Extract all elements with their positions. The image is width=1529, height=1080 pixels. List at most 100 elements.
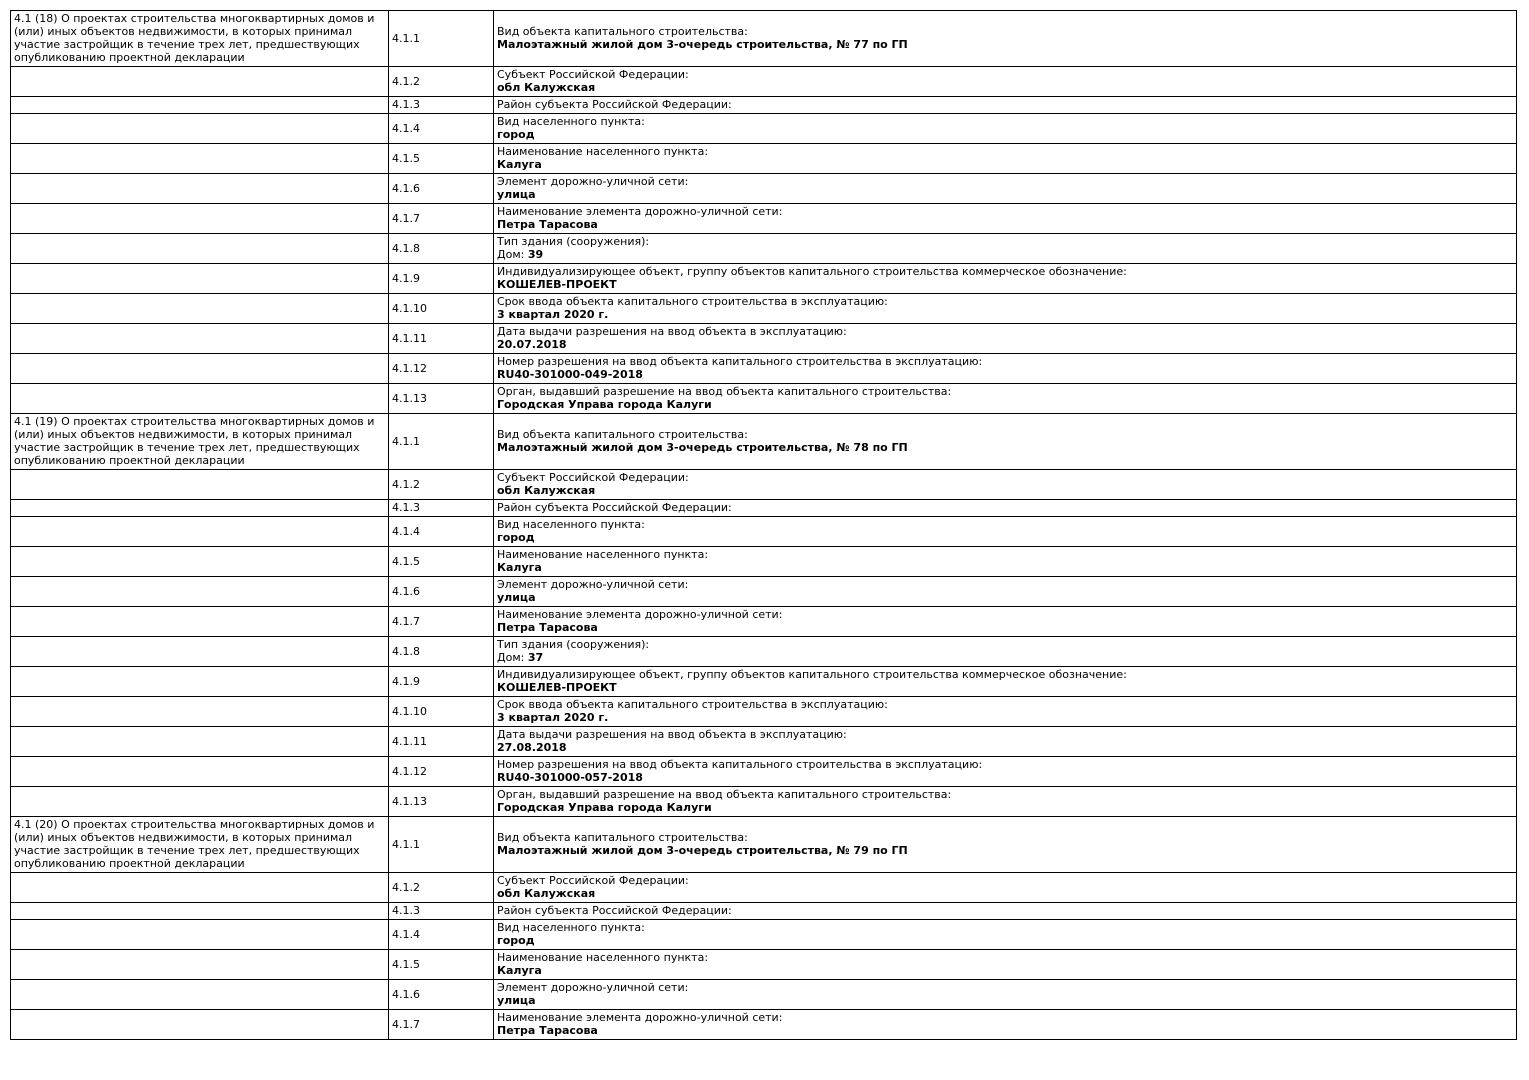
field-value-line: КОШЕЛЕВ-ПРОЕКТ — [497, 278, 1513, 291]
field-cell: Элемент дорожно-уличной сети: улица — [493, 173, 1517, 204]
field-value: улица — [497, 188, 536, 201]
empty-description-cell — [10, 919, 389, 950]
row-number: 4.1.11 — [388, 726, 494, 757]
table-row: 4.1.5 Наименование населенного пункта: Кал… — [10, 546, 1517, 577]
section-description: 4.1 (18) О проектах строительства многок… — [10, 10, 389, 67]
table-row: 4.1.6 Элемент дорожно-уличной сети: улица — [10, 173, 1517, 204]
row-number: 4.1.9 — [388, 666, 494, 697]
row-number: 4.1.5 — [388, 949, 494, 980]
table-row: 4.1.13 Орган, выдавший разрешение на ввод… — [10, 383, 1517, 414]
row-number: 4.1.12 — [388, 353, 494, 384]
table-row: 4.1.3 Район субъекта Российской Федерации… — [10, 499, 1517, 517]
table-row: 4.1.10 Срок ввода объекта капитального ст… — [10, 696, 1517, 727]
field-label: Субъект Российской Федерации: — [497, 874, 689, 887]
field-value: 3 квартал 2020 г. — [497, 711, 609, 724]
field-value: Малоэтажный жилой дом 3-очередь строител… — [497, 441, 908, 454]
empty-description-cell — [10, 516, 389, 547]
field-label: Орган, выдавший разрешение на ввод объек… — [497, 385, 952, 398]
table-row: 4.1.4 Вид населенного пункта: город — [10, 516, 1517, 547]
field-cell: Вид населенного пункта: город — [493, 516, 1517, 547]
field-value-prefix: Дом: — [497, 651, 528, 664]
empty-description-cell — [10, 383, 389, 414]
empty-description-cell — [10, 546, 389, 577]
field-label: Район субъекта Российской Федерации: — [497, 501, 732, 514]
field-value: 39 — [527, 248, 544, 261]
empty-description-cell — [10, 979, 389, 1010]
table-row: 4.1.9 Индивидуализирующее объект, группу … — [10, 263, 1517, 294]
field-value-line: Дом: 37 — [497, 651, 1513, 664]
table-row: 4.1 (18) О проектах строительства многок… — [10, 10, 1517, 67]
empty-description-cell — [10, 263, 389, 294]
field-value-line: Калуга — [497, 561, 1513, 574]
field-value: город — [497, 128, 535, 141]
field-value: 37 — [527, 651, 544, 664]
field-cell: Наименование элемента дорожно-уличной се… — [493, 203, 1517, 234]
field-label: Наименование элемента дорожно-уличной се… — [497, 608, 783, 621]
table-row: 4.1 (20) О проектах строительства многок… — [10, 816, 1517, 873]
empty-description-cell — [10, 233, 389, 264]
field-cell: Вид объекта капитального строительства: М… — [493, 816, 1517, 873]
field-cell: Индивидуализирующее объект, группу объек… — [493, 263, 1517, 294]
row-number: 4.1.12 — [388, 756, 494, 787]
row-number: 4.1.7 — [388, 1009, 494, 1040]
field-value-line: Петра Тарасова — [497, 1024, 1513, 1037]
field-value-line: Петра Тарасова — [497, 621, 1513, 634]
empty-description-cell — [10, 576, 389, 607]
field-cell: Наименование населенного пункта: Калуга — [493, 949, 1517, 980]
table-row: 4.1.6 Элемент дорожно-уличной сети: улица — [10, 979, 1517, 1010]
table-row: 4.1.8 Тип здания (сооружения): Дом: 39 — [10, 233, 1517, 264]
table-row: 4.1.7 Наименование элемента дорожно-уличн… — [10, 606, 1517, 637]
table-row: 4.1.12 Номер разрешения на ввод объекта к… — [10, 353, 1517, 384]
empty-description-cell — [10, 203, 389, 234]
field-value: 20.07.2018 — [497, 338, 567, 351]
field-value-line: Городская Управа города Калуги — [497, 801, 1513, 814]
field-value: обл Калужская — [497, 81, 596, 94]
table-body: 4.1 (18) О проектах строительства многок… — [10, 10, 1517, 1040]
empty-description-cell — [10, 469, 389, 500]
table-row: 4.1.12 Номер разрешения на ввод объекта к… — [10, 756, 1517, 787]
field-value: 27.08.2018 — [497, 741, 567, 754]
field-value: Калуга — [497, 964, 542, 977]
field-value-line: 27.08.2018 — [497, 741, 1513, 754]
field-label: Наименование населенного пункта: — [497, 548, 709, 561]
row-number: 4.1.1 — [388, 413, 494, 470]
row-number: 4.1.7 — [388, 203, 494, 234]
table-row: 4.1.7 Наименование элемента дорожно-уличн… — [10, 203, 1517, 234]
field-value: Малоэтажный жилой дом 3-очередь строител… — [497, 844, 908, 857]
row-number: 4.1.8 — [388, 233, 494, 264]
row-number: 4.1.1 — [388, 816, 494, 873]
field-cell: Наименование населенного пункта: Калуга — [493, 546, 1517, 577]
field-value: Петра Тарасова — [497, 621, 598, 634]
row-number: 4.1.4 — [388, 113, 494, 144]
row-number: 4.1.6 — [388, 979, 494, 1010]
row-number: 4.1.10 — [388, 293, 494, 324]
field-cell: Вид объекта капитального строительства: М… — [493, 413, 1517, 470]
field-value-line: обл Калужская — [497, 887, 1513, 900]
field-value: КОШЕЛЕВ-ПРОЕКТ — [497, 278, 617, 291]
row-number: 4.1.5 — [388, 546, 494, 577]
row-number: 4.1.4 — [388, 516, 494, 547]
table-row: 4.1.6 Элемент дорожно-уличной сети: улица — [10, 576, 1517, 607]
field-label: Дата выдачи разрешения на ввод объекта в… — [497, 728, 847, 741]
field-value-line: 3 квартал 2020 г. — [497, 711, 1513, 724]
field-cell: Элемент дорожно-уличной сети: улица — [493, 576, 1517, 607]
table-row: 4.1.8 Тип здания (сооружения): Дом: 37 — [10, 636, 1517, 667]
field-label: Орган, выдавший разрешение на ввод объек… — [497, 788, 952, 801]
empty-description-cell — [10, 666, 389, 697]
field-value-line: город — [497, 934, 1513, 947]
field-label: Элемент дорожно-уличной сети: — [497, 981, 689, 994]
field-value-line: Малоэтажный жилой дом 3-очередь строител… — [497, 844, 1513, 857]
field-cell: Субъект Российской Федерации: обл Калужск… — [493, 66, 1517, 97]
row-number: 4.1.13 — [388, 786, 494, 817]
empty-description-cell — [10, 66, 389, 97]
table-row: 4.1 (19) О проектах строительства многок… — [10, 413, 1517, 470]
table-row: 4.1.9 Индивидуализирующее объект, группу … — [10, 666, 1517, 697]
empty-description-cell — [10, 499, 389, 517]
field-label: Наименование населенного пункта: — [497, 951, 709, 964]
row-number: 4.1.6 — [388, 576, 494, 607]
field-label: Наименование элемента дорожно-уличной се… — [497, 1011, 783, 1024]
field-value-line: город — [497, 128, 1513, 141]
field-value-line: 3 квартал 2020 г. — [497, 308, 1513, 321]
field-value-line: обл Калужская — [497, 81, 1513, 94]
table-row: 4.1.13 Орган, выдавший разрешение на ввод… — [10, 786, 1517, 817]
